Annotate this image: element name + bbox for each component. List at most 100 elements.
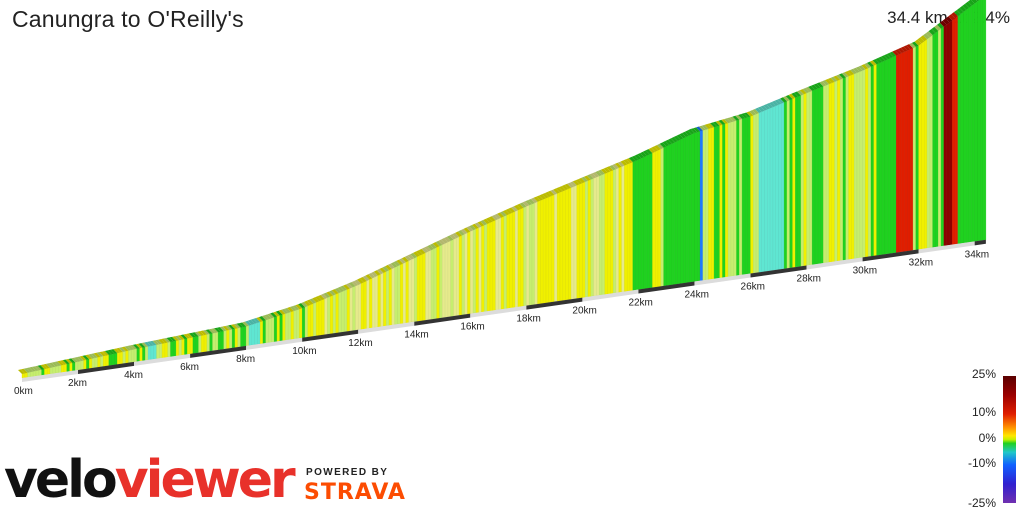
profile-segment-top — [757, 106, 765, 112]
profile-segment — [458, 235, 463, 316]
profile-segment-top — [233, 323, 241, 329]
profile-segment — [173, 340, 177, 357]
profile-segment-top — [135, 343, 143, 349]
profile-segment — [248, 324, 252, 346]
profile-segment-top — [752, 108, 759, 115]
profile-segment — [254, 322, 258, 345]
profile-segment-top — [46, 363, 53, 368]
profile-segment-top — [738, 114, 745, 119]
profile-segment — [21, 373, 25, 379]
profile-segment-top — [99, 351, 107, 357]
profile-segment-top — [194, 331, 202, 337]
profile-segment-top — [281, 308, 289, 314]
profile-segment-top — [530, 197, 538, 203]
profile-segment-top — [508, 207, 516, 213]
profile-segment — [599, 174, 603, 296]
profile-segment — [680, 138, 684, 284]
profile-segment-top — [387, 263, 395, 269]
profile-segment-top — [124, 346, 132, 351]
profile-segment — [30, 371, 34, 377]
profile-segment — [105, 354, 110, 367]
profile-segment — [346, 288, 350, 332]
profile-segment — [971, 3, 975, 242]
profile-segment — [83, 359, 87, 370]
profile-segment — [935, 30, 939, 248]
profile-segment-top — [642, 150, 650, 156]
profile-segment-top — [480, 219, 488, 226]
tick-label: 28km — [797, 273, 821, 284]
profile-segment-top — [735, 114, 743, 120]
profile-segment-top — [146, 341, 154, 346]
profile-segment-top — [295, 304, 303, 310]
profile-segment — [851, 73, 855, 260]
profile-segment — [344, 289, 348, 332]
profile-segment-top — [230, 324, 238, 329]
profile-segment-top — [62, 359, 70, 365]
profile-segment — [604, 172, 608, 295]
scale-label: -10% — [967, 456, 996, 470]
profile-segment — [237, 327, 241, 348]
profile-segment — [938, 28, 942, 247]
profile-segment — [585, 180, 589, 298]
profile-segment — [243, 326, 247, 347]
profile-segment-top — [513, 204, 521, 211]
profile-segment-top — [334, 287, 342, 294]
profile-segment — [716, 125, 720, 279]
profile-segment-top — [466, 226, 474, 232]
profile-segment — [257, 321, 261, 345]
profile-segment-top — [301, 301, 308, 308]
profile-segment-top — [925, 31, 933, 38]
profile-segment-top — [390, 262, 398, 268]
profile-segment — [627, 163, 631, 292]
profile-segment — [433, 247, 437, 320]
profile-segment — [870, 65, 874, 257]
profile-segment-top — [665, 139, 673, 146]
profile-segment — [915, 45, 919, 250]
profile-segment — [313, 302, 317, 337]
profile-segment-top — [802, 88, 810, 94]
profile-segment-top — [239, 322, 247, 328]
profile-segment — [590, 178, 594, 297]
profile-segment-top — [827, 77, 835, 84]
profile-segment-top — [418, 248, 426, 255]
profile-segment — [929, 34, 933, 248]
tick-label: 14km — [404, 330, 428, 341]
profile-segment-top — [138, 343, 146, 348]
profile-segment — [405, 260, 409, 324]
profile-segment-top — [317, 294, 325, 301]
profile-segment — [397, 264, 401, 325]
profile-segment — [691, 132, 695, 283]
profile-segment — [201, 334, 205, 353]
profile-segment — [380, 272, 384, 327]
profile-segment-top — [298, 303, 306, 309]
profile-segment-top — [289, 306, 297, 312]
distance-axis-band — [694, 273, 751, 286]
profile-segment — [450, 239, 454, 317]
profile-segment-top — [43, 363, 51, 369]
profile-segment-top — [687, 129, 695, 135]
profile-segment — [848, 74, 852, 260]
profile-segment-top — [852, 67, 860, 73]
profile-segment — [338, 291, 342, 333]
profile-segment — [949, 20, 953, 246]
profile-segment-top — [844, 71, 852, 77]
profile-segment-top — [113, 348, 121, 354]
profile-segment — [260, 320, 264, 345]
profile-segment — [349, 287, 353, 332]
profile-segment — [509, 212, 513, 309]
profile-segment — [792, 97, 796, 268]
profile-segment — [739, 118, 743, 276]
profile-segment-top — [424, 246, 432, 252]
distance-axis-band — [78, 361, 135, 374]
profile-segment — [694, 131, 698, 282]
profile-segment — [868, 66, 872, 257]
profile-segment-top — [782, 96, 790, 102]
profile-segment-top — [539, 194, 546, 200]
profile-segment-top — [911, 41, 919, 47]
profile-segment-top — [612, 163, 619, 170]
profile-segment — [209, 333, 213, 352]
profile-segment — [809, 90, 813, 266]
profile-segment-top — [236, 323, 244, 328]
profile-segment-top — [715, 120, 723, 126]
profile-segment-top — [519, 202, 527, 208]
